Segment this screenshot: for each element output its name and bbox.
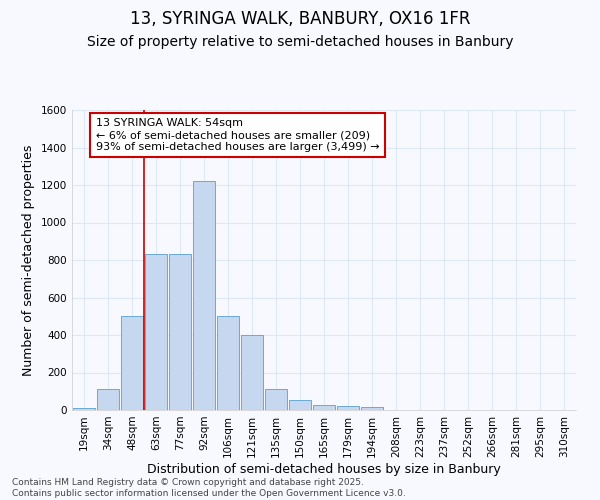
X-axis label: Distribution of semi-detached houses by size in Banbury: Distribution of semi-detached houses by … bbox=[147, 462, 501, 475]
Bar bbox=[193, 181, 215, 410]
Bar bbox=[289, 400, 311, 410]
Text: 13, SYRINGA WALK, BANBURY, OX16 1FR: 13, SYRINGA WALK, BANBURY, OX16 1FR bbox=[130, 10, 470, 28]
Y-axis label: Number of semi-detached properties: Number of semi-detached properties bbox=[22, 144, 35, 376]
Bar bbox=[121, 316, 143, 410]
Text: 13 SYRINGA WALK: 54sqm
← 6% of semi-detached houses are smaller (209)
93% of sem: 13 SYRINGA WALK: 54sqm ← 6% of semi-deta… bbox=[96, 118, 380, 152]
Bar bbox=[361, 407, 383, 410]
Bar bbox=[265, 390, 287, 410]
Bar bbox=[145, 254, 167, 410]
Bar bbox=[97, 390, 119, 410]
Bar bbox=[73, 408, 95, 410]
Bar bbox=[241, 335, 263, 410]
Bar bbox=[313, 406, 335, 410]
Bar bbox=[337, 406, 359, 410]
Text: Contains HM Land Registry data © Crown copyright and database right 2025.
Contai: Contains HM Land Registry data © Crown c… bbox=[12, 478, 406, 498]
Bar bbox=[169, 254, 191, 410]
Text: Size of property relative to semi-detached houses in Banbury: Size of property relative to semi-detach… bbox=[87, 35, 513, 49]
Bar bbox=[217, 316, 239, 410]
